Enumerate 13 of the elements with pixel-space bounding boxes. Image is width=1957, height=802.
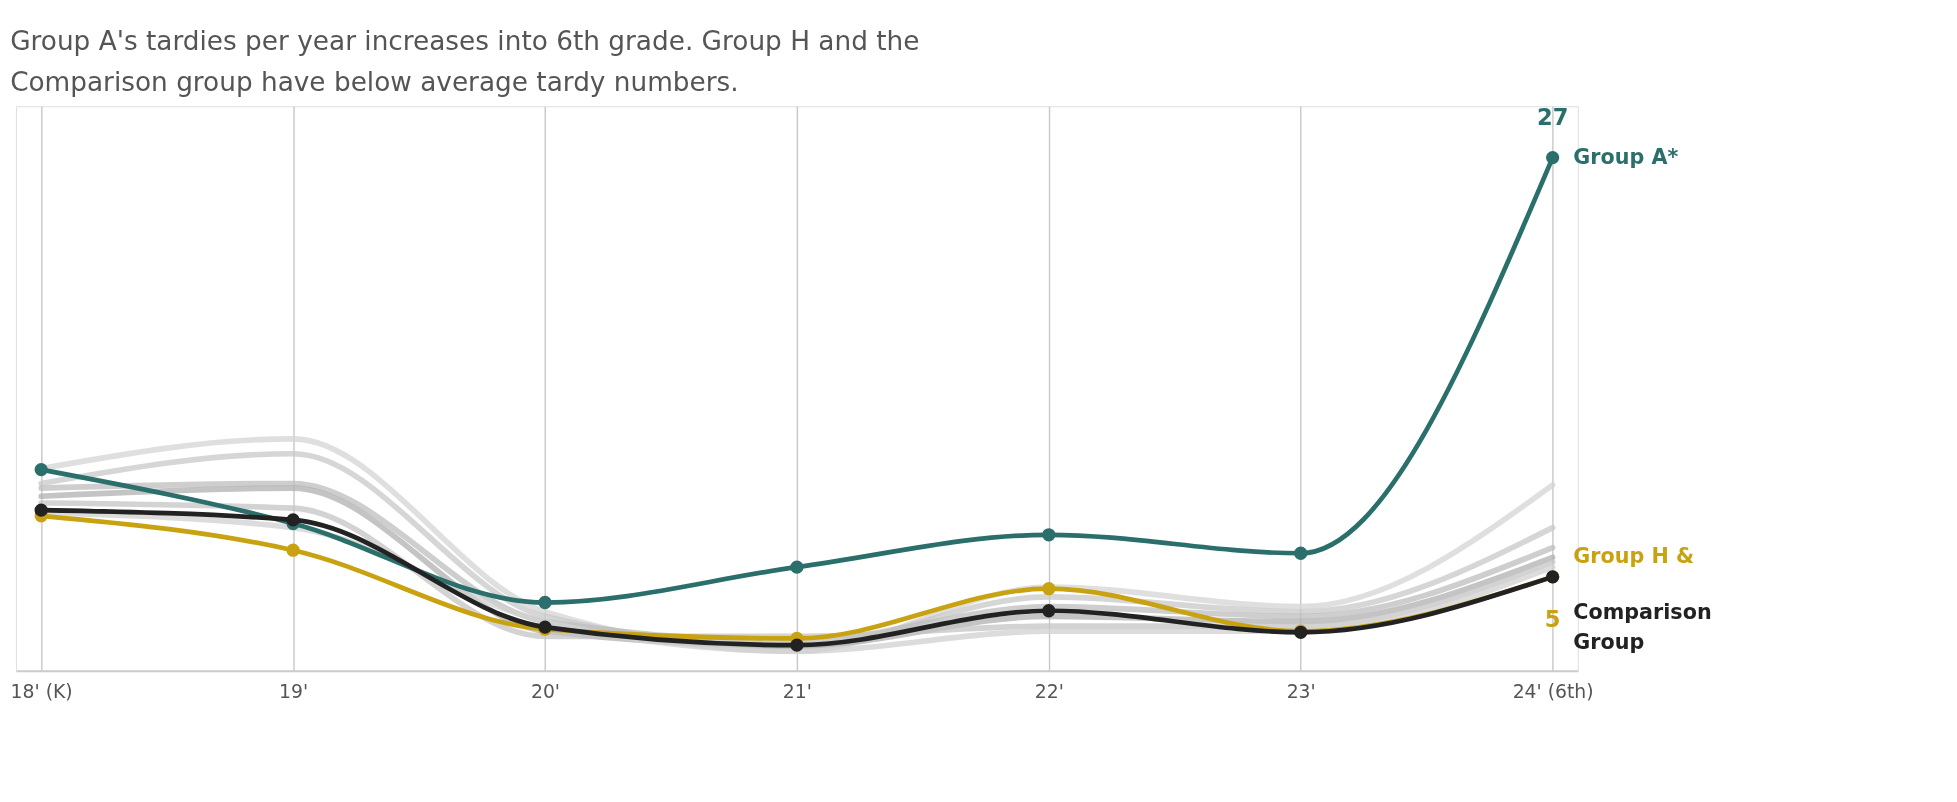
series-label: Group H & (1573, 543, 1695, 568)
annotation: 5 (1544, 605, 1561, 632)
x-tick-label: 22' (1034, 680, 1064, 702)
x-tick-label: 21' (782, 680, 812, 702)
chart-title: Group A's tardies per year increases into 6th grade. Group H and the Comparison group have below average tardy numbers. (10, 25, 920, 98)
x-tick-label: 19' (279, 680, 309, 702)
text: 27 (1536, 103, 1569, 130)
x-tick-label: 20' (530, 680, 561, 702)
x-tick-label: 24' (6th) (1512, 680, 1594, 702)
x-tick-label: 18' (K) (10, 680, 73, 702)
series-label: Group A* (1573, 145, 1679, 170)
x-tick-label: 23' (1286, 680, 1316, 702)
series-label: Comparison Group (1573, 600, 1712, 655)
